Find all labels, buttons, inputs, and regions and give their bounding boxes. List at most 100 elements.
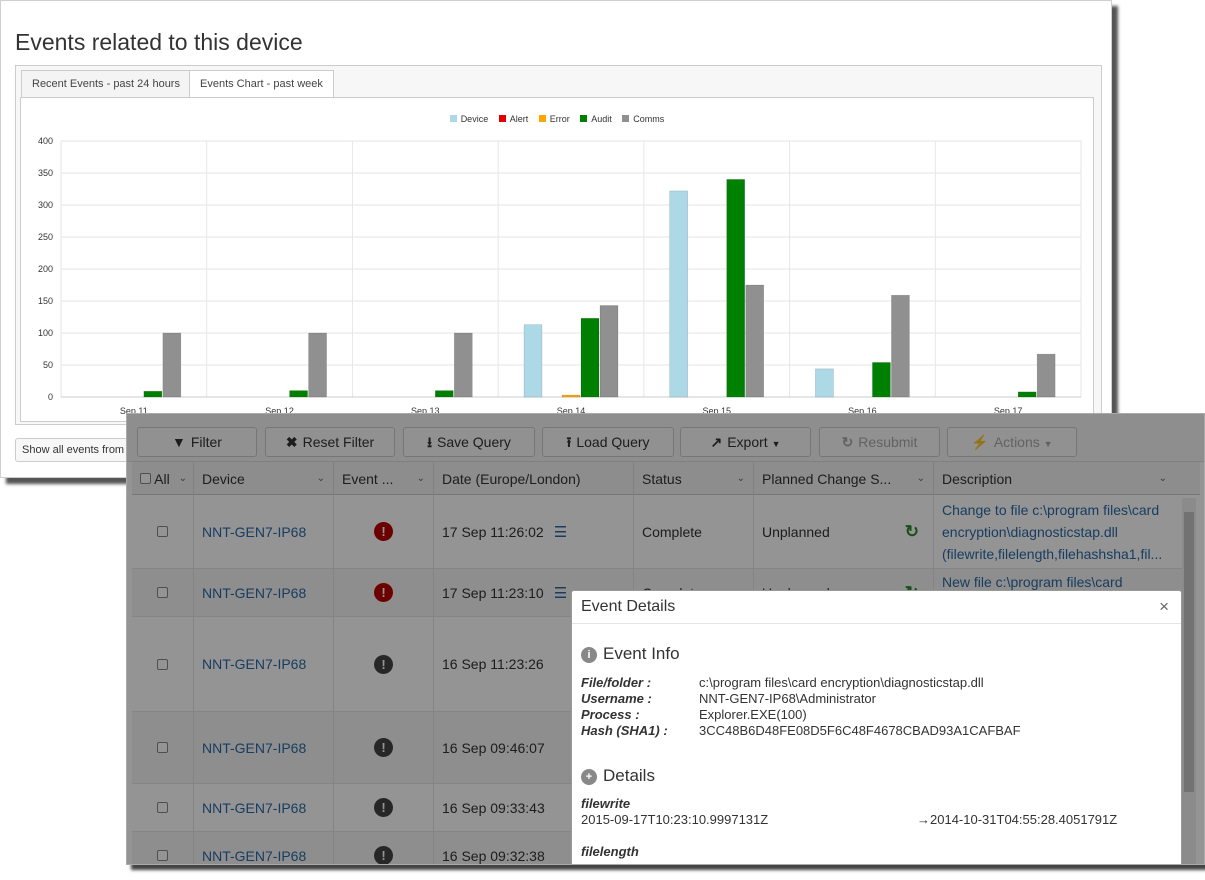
download-icon: ⭳ (427, 434, 432, 450)
zoom-icon: + (581, 769, 597, 785)
row-checkbox[interactable] (157, 658, 168, 670)
load-query-button[interactable]: ⭱ Load Query (542, 427, 674, 457)
bar-comms (599, 305, 619, 398)
info-row: Username : NNT-GEN7-IP68\Administrator (581, 691, 876, 706)
dialog-header: Event Details × (572, 591, 1181, 624)
device-link[interactable]: NNT-GEN7-IP68 (202, 799, 307, 816)
reset-filter-button[interactable]: ✖ Reset Filter (265, 427, 395, 457)
legend-audit[interactable]: Audit (580, 114, 612, 124)
chevron-down-icon[interactable]: ⌄ (178, 473, 187, 484)
show-all-events-button[interactable]: Show all events from (15, 438, 132, 462)
y-tick-label: 300 (38, 200, 53, 210)
legend-comms[interactable]: Comms (622, 114, 664, 124)
header-date[interactable]: Date (Europe/London) (433, 462, 633, 495)
device-link[interactable]: NNT-GEN7-IP68 (202, 584, 307, 601)
event-description[interactable]: New file c:\program files\card (942, 574, 1123, 590)
page-title: Events related to this device (15, 29, 303, 55)
chevron-down-icon[interactable]: ⌄ (1158, 473, 1167, 484)
bar-comms (453, 332, 473, 398)
chevron-down-icon[interactable]: ⌄ (916, 473, 925, 484)
bar-audit (872, 362, 891, 398)
info-icon: i (581, 647, 597, 663)
event-details-dialog: Event Details × i Event Info File/folder … (571, 590, 1182, 864)
bar-error (561, 394, 581, 398)
chevron-down-icon[interactable]: ⌄ (736, 473, 745, 484)
y-tick-label: 400 (38, 136, 53, 146)
device-link[interactable]: NNT-GEN7-IP68 (202, 847, 307, 864)
refresh-icon: ↻ (841, 434, 854, 450)
save-query-button[interactable]: ⭳ Save Query (403, 427, 535, 457)
event-date: 16 Sep 09:33:43 (442, 799, 545, 816)
resubmit-button[interactable]: ↻ Resubmit (819, 427, 940, 457)
x-tick-label: Sep 11 (120, 406, 148, 416)
alert-icon: ! (374, 522, 393, 541)
y-tick-label: 0 (48, 392, 53, 402)
alert-icon: ! (374, 583, 393, 602)
alert-icon: ! (374, 738, 393, 757)
row-checkbox[interactable] (157, 850, 168, 861)
upload-icon: ⭱ (566, 434, 572, 450)
detail-field-name: filelength (581, 844, 639, 859)
event-date: 16 Sep 11:23:26 (442, 656, 544, 672)
legend-alert[interactable]: Alert (498, 114, 528, 124)
chart-legend: Device Alert Error Audit Comms (21, 114, 1093, 124)
header-device[interactable]: Device ⌄ (193, 462, 333, 495)
y-tick-label: 50 (43, 360, 53, 370)
refresh-icon[interactable]: ↻ (904, 521, 919, 541)
list-icon[interactable]: ☰ (553, 523, 568, 541)
actions-button[interactable]: ⚡ Actions ▼ (947, 427, 1077, 457)
bar-audit (434, 390, 454, 398)
grid-toolbar: ▼ Filter ✖ Reset Filter ⭳ Save Query ⭱ Load … (127, 414, 1204, 462)
select-all-checkbox[interactable] (140, 473, 151, 484)
header-description[interactable]: Description ⌄ (933, 462, 1175, 495)
export-icon: ↗ (710, 434, 723, 450)
bar-audit (143, 390, 163, 398)
row-checkbox[interactable] (157, 802, 168, 813)
tab-recent-events[interactable]: Recent Events - past 24 hours (21, 70, 191, 97)
events-panel: Events related to this device Recent Eve… (0, 0, 1112, 478)
header-select-all[interactable]: All ⌄ (132, 462, 193, 495)
tab-events-chart[interactable]: Events Chart - past week (189, 70, 334, 98)
list-icon[interactable]: ☰ (553, 584, 568, 602)
table-header: All ⌄ Device ⌄ Event ... ⌄ Date (Europe/Lon… (132, 462, 1200, 495)
header-planned-change[interactable]: Planned Change S... ⌄ (753, 462, 933, 495)
export-button[interactable]: ↗ Export ▼ (680, 427, 811, 457)
chevron-down-icon[interactable]: ⌄ (416, 473, 425, 484)
vertical-scrollbar[interactable] (1182, 498, 1196, 864)
table-row[interactable]: NNT-GEN7-IP68 ! 17 Sep 11:26:02 ☰ Complet… (132, 495, 1195, 569)
legend-device[interactable]: Device (449, 114, 488, 124)
info-row: File/folder : c:\program files\card encry… (581, 675, 984, 690)
y-tick-label: 150 (38, 296, 53, 306)
bar-comms (1036, 353, 1056, 398)
bar-device (523, 324, 543, 398)
y-tick-label: 100 (38, 328, 53, 338)
bar-comms (308, 332, 327, 398)
details-heading: + Details (581, 766, 655, 786)
bar-comms (162, 332, 182, 398)
event-description[interactable]: Change to file c:\program files\card enc… (942, 501, 1163, 562)
caret-down-icon: ▼ (771, 439, 781, 449)
header-status[interactable]: Status ⌄ (633, 462, 753, 495)
device-link[interactable]: NNT-GEN7-IP68 (202, 739, 307, 756)
legend-error[interactable]: Error (538, 114, 570, 124)
events-chart: Device Alert Error Audit Comms 0 50 100 150… (20, 97, 1094, 422)
filter-button[interactable]: ▼ Filter (137, 427, 257, 457)
header-event[interactable]: Event ... ⌄ (333, 462, 433, 495)
bar-device (669, 190, 689, 398)
device-link[interactable]: NNT-GEN7-IP68 (202, 656, 307, 672)
info-row: Process : Explorer.EXE(100) (581, 707, 807, 722)
row-checkbox[interactable] (157, 526, 168, 537)
bar-audit (1017, 391, 1037, 398)
event-date: 16 Sep 09:46:07 (442, 739, 545, 756)
scrollbar-thumb[interactable] (1184, 512, 1194, 792)
device-link[interactable]: NNT-GEN7-IP68 (202, 523, 307, 540)
row-checkbox[interactable] (157, 742, 168, 753)
x-tick-label: Sep 15 (702, 406, 731, 416)
row-checkbox[interactable] (157, 587, 168, 598)
x-tick-label: Sep 14 (557, 406, 586, 416)
bar-audit (580, 317, 600, 398)
event-date: 17 Sep 11:23:10 (442, 584, 544, 601)
close-icon[interactable]: × (1159, 597, 1169, 616)
chevron-down-icon[interactable]: ⌄ (316, 473, 325, 484)
dialog-title: Event Details (581, 598, 676, 615)
